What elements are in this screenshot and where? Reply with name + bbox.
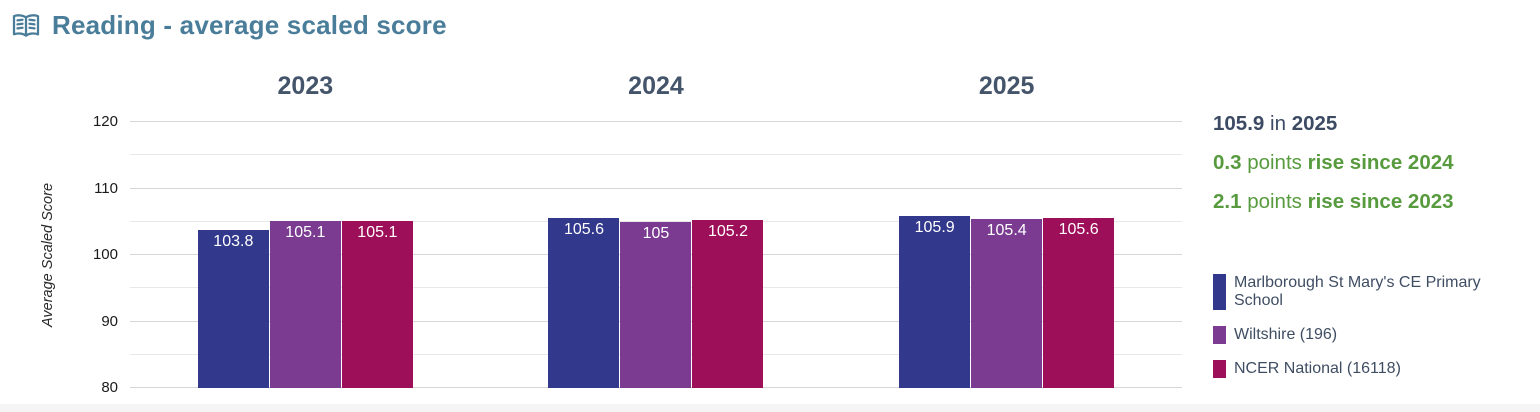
bar-group-2024: 105.6 105 105.2 (481, 217, 832, 388)
bar-value-label: 105.6 (563, 220, 604, 238)
legend-item-ncer-national: NCER National (16118) (1213, 360, 1528, 378)
legend-label: Marlborough St Mary's CE Primary School (1234, 274, 1481, 309)
bar-group-2023: 103.8 105.1 105.1 (130, 221, 481, 388)
bar-2024-Marlborough St Mary's CE Primary School[interactable]: 105.6 (548, 217, 620, 388)
y-tick-label: 80 (101, 379, 118, 396)
bar-2023-NCER National (16118)[interactable]: 105.1 (341, 221, 413, 388)
legend-swatch-ncer-national (1213, 360, 1226, 378)
bar-2024-NCER National (16118)[interactable]: 105.2 (692, 220, 764, 388)
year-column-2023: 2023 103.8 105.1 105.1 (130, 72, 481, 388)
page-title: Reading - average scaled score (52, 10, 447, 40)
year-column-2024: 2024 105.6 105 105.2 (481, 72, 832, 388)
summary-change-since-2024: 0.3 points rise since 2024 (1213, 151, 1533, 175)
gridline-minor (130, 220, 1182, 222)
y-tick-label: 110 (94, 179, 118, 197)
bar-2023-Marlborough St Mary's CE Primary School[interactable]: 103.8 (197, 229, 269, 388)
bar-group-2025: 105.9 105.4 105.6 (831, 215, 1182, 388)
bar-value-label: 105.1 (285, 224, 326, 242)
bar-value-label: 105.9 (914, 218, 955, 236)
headline-connector: in (1270, 112, 1286, 135)
summary-change-since-2023: 2.1 points rise since 2023 (1213, 190, 1533, 214)
y-tick-label: 90 (101, 312, 118, 330)
y-axis-title: Average Scaled Score (40, 182, 56, 328)
gridline (130, 187, 1182, 189)
bar-value-label: 105.2 (707, 223, 748, 241)
bar-2023-Wiltshire (196)[interactable]: 105.1 (269, 221, 341, 388)
gridline (130, 121, 1182, 122)
legend-swatch-wiltshire (1213, 326, 1226, 344)
year-header-2023: 2023 (277, 72, 334, 100)
year-column-2025: 2025 105.9 105.4 105.6 (831, 72, 1182, 388)
y-tick-label: 120 (92, 113, 118, 130)
bar-2025-Wiltshire (196)[interactable]: 105.4 (971, 219, 1043, 388)
change-unit: points (1247, 151, 1302, 174)
change-description: rise since 2023 (1307, 190, 1454, 213)
year-header-2024: 2024 (628, 72, 684, 100)
chart-header: Reading - average scaled score (10, 10, 447, 41)
chart-legend: Marlborough St Mary's CE Primary School … (1213, 274, 1528, 394)
legend-swatch-school (1213, 274, 1226, 310)
headline-year: 2025 (1291, 112, 1338, 135)
bar-value-label: 105.1 (357, 224, 398, 242)
book-icon (10, 11, 42, 41)
bar-value-label: 105.4 (986, 222, 1027, 240)
bar-2025-Marlborough St Mary's CE Primary School[interactable]: 105.9 (899, 215, 971, 388)
change-value: 2.1 (1213, 190, 1242, 213)
gridline-minor (130, 154, 1182, 156)
year-header-2025: 2025 (978, 72, 1035, 100)
summary-headline: 105.9 in 2025 (1213, 112, 1533, 136)
legend-label: NCER National (16118) (1234, 360, 1401, 377)
bar-value-label: 105 (642, 224, 670, 242)
change-unit: points (1247, 190, 1302, 213)
change-description: rise since 2024 (1307, 151, 1454, 174)
headline-value: 105.9 (1213, 112, 1265, 135)
bottom-divider-strip (0, 404, 1540, 412)
bar-2024-Wiltshire (196)[interactable]: 105 (620, 221, 692, 388)
plot-area: 80 90 100 110 120 2023 103.8 105.1 105.1 2024 105.… (93, 72, 1182, 396)
y-tick-label: 100 (92, 246, 118, 263)
legend-label: Wiltshire (196) (1234, 326, 1338, 343)
bar-value-label: 103.8 (213, 232, 254, 250)
legend-item-wiltshire: Wiltshire (196) (1213, 326, 1528, 344)
bar-2025-NCER National (16118)[interactable]: 105.6 (1043, 217, 1115, 388)
change-value: 0.3 (1213, 151, 1242, 174)
legend-item-school: Marlborough St Mary's CE Primary School (1213, 274, 1528, 310)
bar-value-label: 105.6 (1058, 220, 1099, 238)
summary-panel: 105.9 in 2025 0.3 points rise since 2024… (1213, 112, 1533, 229)
